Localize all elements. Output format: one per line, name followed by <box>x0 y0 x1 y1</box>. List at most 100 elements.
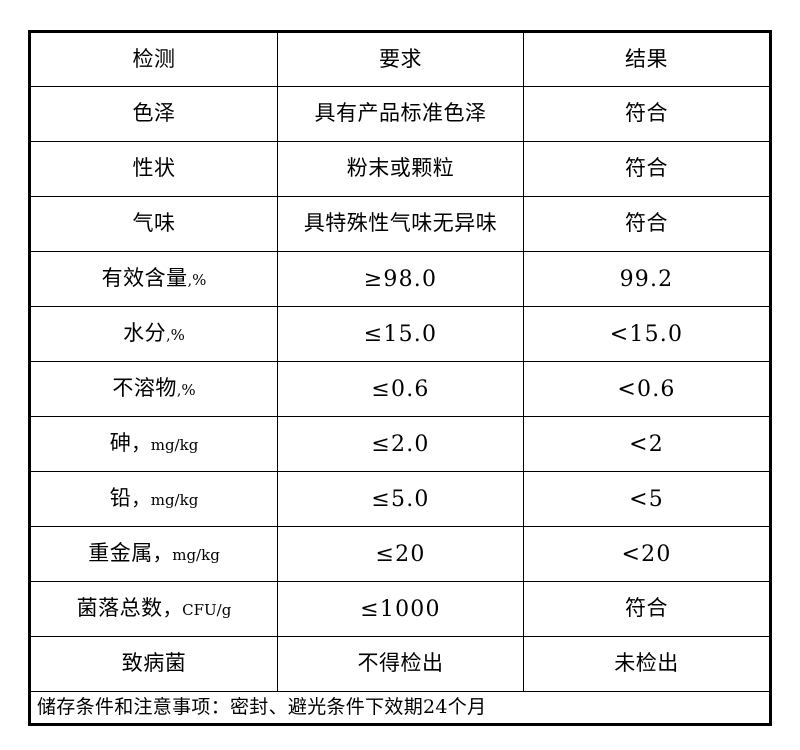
cell-item: 菌落总数，CFU/g <box>29 581 278 637</box>
cell-requirement: ≤1000 <box>277 581 524 637</box>
requirement-value: 具特殊性气味无异味 <box>303 211 498 236</box>
item-label: 气味 <box>132 211 176 236</box>
table-row: 色泽 具有产品标准色泽 符合 <box>29 86 771 142</box>
item-name: 有效含量 <box>101 266 188 291</box>
requirement-value: 粉末或颗粒 <box>346 156 455 181</box>
cell-requirement: ≤15.0 <box>277 306 524 362</box>
item-name: 菌落总数 <box>76 596 163 621</box>
header-cell-result: 结果 <box>523 31 771 87</box>
item-name: 重金属 <box>88 541 153 566</box>
cell-item: 铅，mg/kg <box>29 471 278 527</box>
result-value: <2 <box>629 431 664 457</box>
result-value: <0.6 <box>617 376 676 402</box>
result-value: 符合 <box>625 101 668 126</box>
result-value: <15.0 <box>609 321 684 347</box>
result-value: 99.2 <box>619 266 674 292</box>
item-unit: % <box>181 381 196 400</box>
cell-requirement: 具有产品标准色泽 <box>277 86 524 142</box>
header-cell-requirement: 要求 <box>277 31 524 87</box>
item-separator: , <box>176 383 182 400</box>
item-label: 砷，mg/kg <box>110 432 199 455</box>
cell-requirement: ≤0.6 <box>277 361 524 417</box>
item-unit: % <box>170 326 185 345</box>
requirement-value: 具有产品标准色泽 <box>314 101 487 126</box>
requirement-value: 不得检出 <box>357 651 444 676</box>
item-label: 致病菌 <box>121 651 187 676</box>
cell-result: 未检出 <box>523 636 771 692</box>
cell-result: 符合 <box>523 196 771 252</box>
item-name: 水分 <box>123 321 167 346</box>
item-name: 铅 <box>109 486 132 511</box>
cell-item: 气味 <box>29 196 278 252</box>
item-label: 色泽 <box>132 101 176 126</box>
item-label: 水分,% <box>123 322 185 345</box>
cell-requirement: ≤20 <box>277 526 524 582</box>
cell-result: <20 <box>523 526 771 582</box>
specification-table: 检测 要求 结果 色泽 具有产品标准色泽 符合 <box>28 30 772 726</box>
item-separator: ， <box>131 433 151 456</box>
cell-result: <2 <box>523 416 771 472</box>
result-value: 符合 <box>625 596 668 621</box>
table-row: 砷，mg/kg ≤2.0 <2 <box>29 416 771 472</box>
cell-result: <0.6 <box>523 361 771 417</box>
item-label: 重金属，mg/kg <box>88 542 220 565</box>
cell-item: 不溶物,% <box>29 361 278 417</box>
table-row: 不溶物,% ≤0.6 <0.6 <box>29 361 771 417</box>
header-cell-item: 检测 <box>29 31 278 87</box>
requirement-value: ≤0.6 <box>371 376 430 402</box>
cell-result: 99.2 <box>523 251 771 307</box>
cell-storage-note: 储存条件和注意事项：密封、避光条件下效期24个月 <box>29 691 771 725</box>
cell-requirement: ≤2.0 <box>277 416 524 472</box>
item-unit: mg/kg <box>150 491 199 510</box>
item-unit: mg/kg <box>172 546 220 565</box>
item-separator: ， <box>162 598 183 621</box>
header-label-item: 检测 <box>132 46 176 71</box>
table-row: 菌落总数，CFU/g ≤1000 符合 <box>29 581 771 637</box>
item-separator: , <box>166 328 171 345</box>
item-unit: % <box>192 271 207 290</box>
cell-item: 有效含量,% <box>29 251 278 307</box>
storage-note-row: 储存条件和注意事项：密封、避光条件下效期24个月 <box>29 691 771 725</box>
cell-item: 性状 <box>29 141 278 197</box>
requirement-value: ≤2.0 <box>371 431 430 457</box>
item-label: 性状 <box>132 156 176 181</box>
cell-result: 符合 <box>523 141 771 197</box>
item-name: 不溶物 <box>112 376 177 401</box>
table-row: 致病菌 不得检出 未检出 <box>29 636 771 692</box>
result-value: 未检出 <box>614 651 679 676</box>
requirement-value: ≤5.0 <box>371 486 430 512</box>
item-separator: , <box>187 273 193 290</box>
header-label-requirement: 要求 <box>379 46 422 71</box>
item-separator: ， <box>152 543 173 566</box>
requirement-value: ≤20 <box>375 541 426 567</box>
result-value: 符合 <box>625 156 668 181</box>
cell-requirement: 具特殊性气味无异味 <box>277 196 524 252</box>
cell-result: 符合 <box>523 86 771 142</box>
cell-item: 水分,% <box>29 306 278 362</box>
result-value: 符合 <box>625 211 668 236</box>
requirement-value: ≤15.0 <box>363 321 438 347</box>
table-row: 重金属，mg/kg ≤20 <20 <box>29 526 771 582</box>
table-row: 铅，mg/kg ≤5.0 <5 <box>29 471 771 527</box>
cell-result: 符合 <box>523 581 771 637</box>
cell-requirement: ≥98.0 <box>277 251 524 307</box>
item-label: 不溶物,% <box>112 377 195 400</box>
storage-note-text: 储存条件和注意事项：密封、避光条件下效期24个月 <box>37 696 487 719</box>
requirement-value: ≤1000 <box>360 596 441 622</box>
cell-requirement: ≤5.0 <box>277 471 524 527</box>
item-unit: mg/kg <box>150 436 199 455</box>
result-value: <20 <box>621 541 672 567</box>
cell-item: 致病菌 <box>29 636 278 692</box>
cell-item: 重金属，mg/kg <box>29 526 278 582</box>
cell-item: 色泽 <box>29 86 278 142</box>
header-label-result: 结果 <box>625 46 668 71</box>
item-unit: CFU/g <box>182 601 232 620</box>
item-separator: ， <box>131 488 151 511</box>
table-body: 检测 要求 结果 色泽 具有产品标准色泽 符合 <box>29 31 771 725</box>
cell-requirement: 粉末或颗粒 <box>277 141 524 197</box>
cell-item: 砷，mg/kg <box>29 416 278 472</box>
item-label: 菌落总数，CFU/g <box>77 597 232 620</box>
item-name: 砷 <box>109 431 132 456</box>
item-label: 有效含量,% <box>102 267 207 290</box>
